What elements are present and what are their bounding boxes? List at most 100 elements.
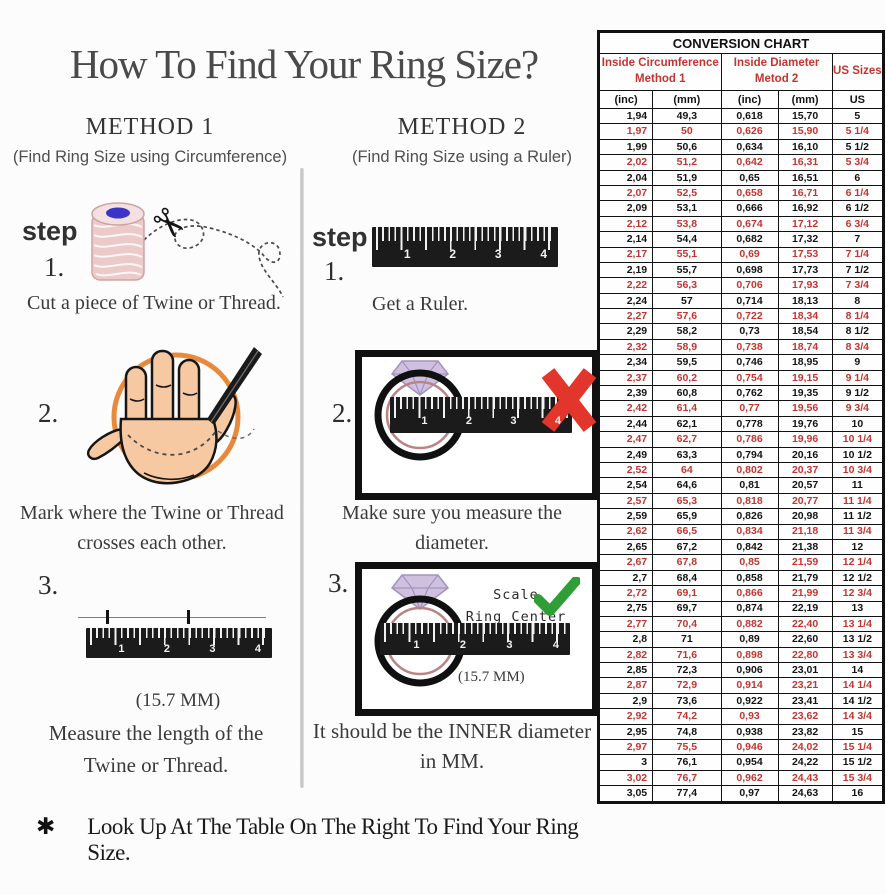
table-cell: 15 1/2 [831,754,885,771]
table-cell: 19,96 [777,431,833,448]
table-cell: 3 [597,754,654,771]
table-cell: 0,938 [720,723,779,741]
table-row: 3,05 77,4 0,97 24,63 16 [597,785,885,803]
table-row: 2,29 58,2 0,73 18,54 8 1/2 [597,323,885,340]
table-row: 2,04 51,9 0,65 16,51 6 [597,169,885,186]
table-cell: 64,6 [652,477,722,494]
table-cell: 51,9 [652,169,722,186]
table-cell: 55,7 [652,261,722,279]
table-cell: 2,44 [597,415,654,433]
table-cell: 18,34 [777,308,833,325]
table-cell: 0,778 [720,415,779,433]
method1-heading: METHOD 1 [85,114,215,140]
table-cell: 50,6 [652,138,722,156]
table-cell: 2,24 [597,292,654,310]
page-title: How To Find Your Ring Size? [69,41,539,87]
table-cell: 2,32 [597,338,654,356]
table-cell: 0,874 [720,600,779,617]
ruler-method1: 1 2 3 4 [86,628,272,658]
ruler-number: 3 [506,639,513,652]
table-cell: 16,92 [777,200,833,217]
table-cell: 23,01 [777,662,833,679]
asterisk-icon: ✱ [36,814,56,840]
table-cell: 0,642 [720,154,779,171]
table-cell: 2,62 [597,523,654,540]
method2-step3-number: 3. [328,568,349,598]
table-row: 2,57 65,3 0,818 20,77 11 1/4 [597,492,885,510]
table-cell: 0,762 [720,385,779,402]
table-cell: 0,81 [720,477,779,494]
table-cell: 2,77 [597,615,654,633]
table-cell: 70,4 [652,615,722,633]
thread-squiggle [143,218,284,298]
twine-spool-scissors-illustration: ✂ [91,198,284,298]
table-cell: 9 1/4 [831,369,885,387]
table-cell: 50 [652,123,722,140]
table-row: 2,62 66,5 0,834 21,18 11 3/4 [597,523,885,540]
table-cell: 55,1 [652,246,722,263]
ruler-number: 4 [540,247,547,262]
table-cell: 57,6 [652,308,722,325]
table-cell: 72,9 [652,677,722,694]
table-cell: 0,674 [720,215,779,233]
table-cell: 24,43 [777,769,833,787]
table-cell: 2,9 [597,692,654,710]
column-header: US [831,90,885,109]
table-cell: 20,77 [777,492,833,510]
ruler-number: 1 [413,639,420,652]
thread-tail-dashed [217,428,255,440]
table-cell: 0,842 [720,538,779,556]
table-cell: 0,906 [720,662,779,679]
table-cell: 0,85 [720,554,779,571]
table-cell: 0,794 [720,446,779,463]
table-cell: 7 3/4 [831,277,885,294]
method2-step1-number: 1. [324,256,345,286]
table-row: 1,94 49,3 0,618 15,70 5 [597,107,885,125]
ruler-number: 2 [449,247,456,262]
table-cell: 14 1/4 [831,677,885,694]
table-cell: 11 1/2 [831,508,885,525]
table-cell: 24,63 [777,785,833,803]
hand-shape [86,349,237,485]
table-cell: 7 1/2 [831,261,885,279]
table-cell: 61,4 [652,400,722,417]
table-cell: 11 3/4 [831,523,885,540]
table-cell: 1,99 [597,138,654,156]
table-cell: 2,34 [597,354,654,371]
table-cell: 15,70 [777,107,833,125]
method1-step-label: step [22,216,78,246]
table-cell: 0,962 [720,769,779,787]
table-cell: 10 3/4 [831,461,885,479]
table-cell: 17,73 [777,261,833,279]
table-row: 2,22 56,3 0,706 17,93 7 3/4 [597,277,885,294]
table-cell: 21,38 [777,538,833,556]
table-cell: 0,802 [720,461,779,479]
table-row: 2,52 64 0,802 20,37 10 3/4 [597,461,885,479]
table-cell: 21,99 [777,585,833,602]
table-cell: 2,14 [597,231,654,248]
table-cell: 23,41 [777,692,833,710]
conversion-table: CONVERSION CHART Inside Circumference Me… [597,30,885,804]
table-cell: 2,09 [597,200,654,217]
table-cell: 2,27 [597,308,654,325]
table-cell: 16,71 [777,184,833,202]
table-cell: 66,5 [652,523,722,540]
table-cell: 11 1/4 [831,492,885,510]
footer-note: ✱ Look Up At The Table On The Right To F… [36,814,596,866]
table-cell: 0,65 [720,169,779,186]
table-cell: 0,634 [720,138,779,156]
table-cell: 20,98 [777,508,833,525]
table-cell: 0,698 [720,261,779,279]
ruler-method2-step3: 1 2 3 4 [380,623,570,655]
table-cell: 13 1/4 [831,615,885,633]
ruler-numbers: 1 2 3 4 [382,639,568,654]
table-cell: 75,5 [652,739,722,756]
table-cell: 49,3 [652,107,722,125]
table-cell: 17,53 [777,246,833,263]
table-cell: 12 1/2 [831,569,885,587]
table-cell: 53,8 [652,215,722,233]
table-cell: 18,54 [777,323,833,340]
table-cell: 72,3 [652,662,722,679]
ruler-numbers: 1 2 3 4 [374,247,556,265]
table-cell: 20,16 [777,446,833,463]
